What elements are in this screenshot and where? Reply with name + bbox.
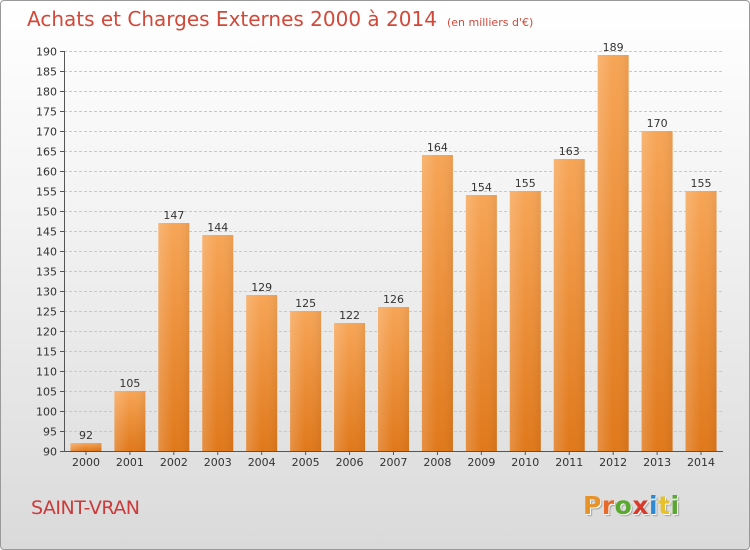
value-label: 163 <box>559 145 580 158</box>
x-tick-label: 2008 <box>423 456 451 469</box>
x-tick-label: 2013 <box>643 456 671 469</box>
value-label: 155 <box>515 177 536 190</box>
bar-shade-2011 <box>553 159 585 451</box>
x-tick-label: 2006 <box>336 456 364 469</box>
bar-shade-2006 <box>334 323 366 451</box>
y-tick-label: 165 <box>36 146 57 159</box>
chart-title: Achats et Charges Externes 2000 à 2014 (e… <box>27 7 533 31</box>
y-tick-label: 140 <box>36 246 57 259</box>
y-tick-label: 190 <box>36 46 57 59</box>
value-label: 125 <box>295 297 316 310</box>
x-tick-label: 2007 <box>380 456 408 469</box>
value-label: 155 <box>691 177 712 190</box>
title-text: Achats et Charges Externes 2000 à 2014 <box>27 7 437 31</box>
value-label: 144 <box>207 221 228 234</box>
y-tick-label: 155 <box>36 186 57 199</box>
y-tick-label: 105 <box>36 386 57 399</box>
bar-shade-2009 <box>465 195 497 451</box>
y-tick-label: 110 <box>36 366 57 379</box>
value-label: 189 <box>603 41 624 54</box>
axes <box>60 51 723 455</box>
commune-name: SAINT-VRAN <box>31 497 140 519</box>
value-label: 170 <box>647 117 668 130</box>
bar-shade-2004 <box>246 295 278 451</box>
y-tick-label: 145 <box>36 226 57 239</box>
bar-shade-2007 <box>378 307 409 451</box>
y-tick-label: 90 <box>43 446 57 459</box>
x-tick-label: 2012 <box>599 456 627 469</box>
logo-letter: x <box>632 491 649 520</box>
logo-letter: o <box>614 491 633 520</box>
y-tick-label: 180 <box>36 86 57 99</box>
value-label: 122 <box>339 309 360 322</box>
logo-letter: P <box>583 491 602 520</box>
y-tick-label: 95 <box>43 426 57 439</box>
value-labels: 92 105 147 144 129 125 122 126 164 154 155 163 189 17… <box>79 41 712 442</box>
x-tick-label: 2004 <box>248 456 276 469</box>
y-tick-label: 130 <box>36 286 57 299</box>
x-tick-label: 2000 <box>72 456 100 469</box>
logo-letter: i <box>670 491 680 520</box>
chart-subtitle: (en milliers d'€) <box>446 16 534 29</box>
value-label: 164 <box>427 141 448 154</box>
bar-shade-2003 <box>202 235 234 451</box>
x-tick-label: 2014 <box>687 456 715 469</box>
value-label: 92 <box>79 429 93 442</box>
bar-shade-2012 <box>597 55 629 451</box>
bars <box>70 55 717 451</box>
y-tick-label: 135 <box>36 266 57 279</box>
x-tick-label: 2010 <box>511 456 539 469</box>
x-tick-label: 2011 <box>555 456 583 469</box>
value-label: 154 <box>471 181 492 194</box>
x-tick-labels: 2000 2001 2002 2003 2004 2005 2006 2007 2008 2009… <box>72 456 715 469</box>
y-tick-label: 160 <box>36 166 57 179</box>
value-label: 105 <box>119 377 140 390</box>
y-tick-label: 185 <box>36 66 57 79</box>
logo-letter: t <box>658 491 671 520</box>
x-tick-label: 2002 <box>160 456 188 469</box>
bar-shade-2005 <box>290 311 322 451</box>
y-tick-label: 175 <box>36 106 57 119</box>
bar-shade-2014 <box>685 191 717 451</box>
value-label: 126 <box>383 293 404 306</box>
y-tick-label: 100 <box>36 406 57 419</box>
logo-letter: i <box>649 491 659 520</box>
y-tick-label: 170 <box>36 126 57 139</box>
y-tick-label: 115 <box>36 346 57 359</box>
bar-shade-2010 <box>509 191 541 451</box>
value-label: 147 <box>163 209 184 222</box>
bar-shade-2008 <box>421 155 453 451</box>
logo-letter: r <box>601 491 615 520</box>
bar-shade-2002 <box>158 223 190 451</box>
x-tick-label: 2005 <box>292 456 320 469</box>
proxiti-logo[interactable]: Proxiti <box>583 491 680 520</box>
value-label: 129 <box>251 281 272 294</box>
x-tick-label: 2003 <box>204 456 232 469</box>
y-tick-label: 120 <box>36 326 57 339</box>
x-tick-label: 2001 <box>116 456 144 469</box>
bar-shade-2000 <box>70 443 102 451</box>
y-tick-label: 150 <box>36 206 57 219</box>
x-tick-label: 2009 <box>467 456 495 469</box>
y-tick-labels: 90 95 100 105 110 115 120 125 130 135 140 145 150 155… <box>36 46 57 459</box>
bar-shade-2001 <box>114 391 146 451</box>
y-tick-label: 125 <box>36 306 57 319</box>
bar-shade-2013 <box>641 131 673 451</box>
